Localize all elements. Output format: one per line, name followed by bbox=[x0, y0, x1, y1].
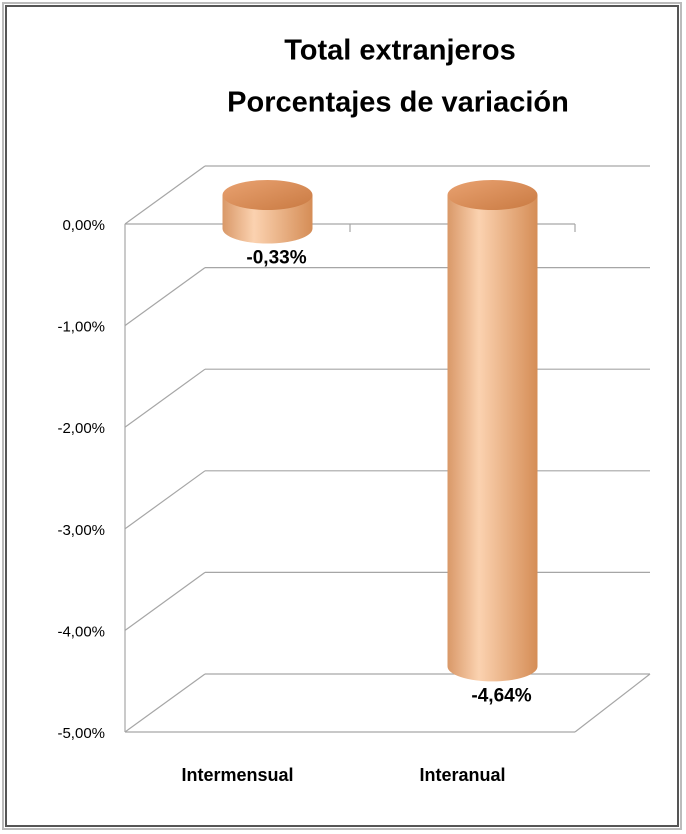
y-tick-label: -5,00% bbox=[57, 725, 105, 742]
y-tick-label: -4,00% bbox=[57, 623, 105, 640]
y-tick-label: -3,00% bbox=[57, 522, 105, 539]
value-label: -4,64% bbox=[471, 685, 531, 706]
x-tick-label: Intermensual bbox=[181, 765, 293, 785]
grid-line bbox=[124, 267, 206, 327]
grid-line bbox=[124, 470, 206, 530]
grid-line bbox=[124, 368, 206, 428]
grid-line bbox=[124, 673, 206, 733]
grid-line bbox=[124, 165, 206, 225]
chart-subtitle: Porcentajes de variación bbox=[227, 87, 569, 119]
bar-cap bbox=[447, 180, 538, 210]
bar-cap bbox=[222, 180, 313, 210]
value-label: -0,33% bbox=[246, 248, 306, 269]
frame bbox=[5, 5, 679, 827]
y-tick-label: -1,00% bbox=[57, 319, 105, 336]
bar bbox=[447, 195, 538, 682]
y-tick-label: -2,00% bbox=[57, 420, 105, 437]
grid-line bbox=[124, 571, 206, 631]
floor-side bbox=[574, 673, 651, 733]
chart-title: Total extranjeros bbox=[284, 35, 516, 67]
x-tick-label: Interanual bbox=[419, 765, 505, 785]
y-tick-label: 0,00% bbox=[62, 217, 105, 234]
